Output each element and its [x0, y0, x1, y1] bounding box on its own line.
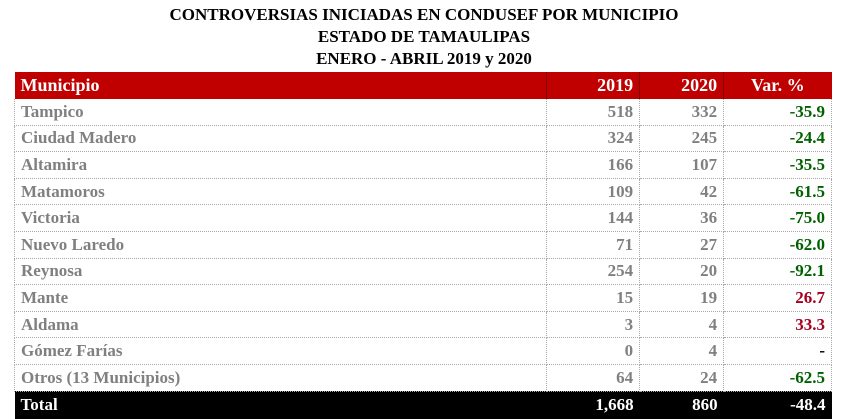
table-row: Otros (13 Municipios) 64 24 -62.5 [13, 364, 832, 392]
table-row: Ciudad Madero 324 245 -24.4 [13, 125, 832, 153]
value-2019-cell: 254 [546, 258, 641, 286]
variation-cell: -62.5 [723, 364, 832, 392]
total-label: Total [14, 391, 547, 419]
table-row: Reynosa 254 20 -92.1 [13, 258, 832, 286]
total-2019: 1,668 [546, 391, 640, 419]
table-row: Altamira 166 107 -35.5 [13, 151, 832, 179]
table-row: Mante 15 19 26.7 [13, 284, 832, 312]
value-2019-cell: 324 [546, 125, 641, 153]
municipio-cell: Victoria [13, 204, 548, 232]
table-row: Gómez Farías 0 4- [13, 337, 832, 365]
variation-cell: -62.0 [723, 231, 832, 259]
value-2020-cell: 4 [639, 337, 725, 365]
header-municipio: Municipio [14, 72, 548, 99]
variation-cell: - [723, 337, 832, 365]
value-2019-cell: 144 [546, 204, 641, 232]
title-line-3: ENERO - ABRIL 2019 y 2020 [316, 49, 532, 68]
title-line-2: ESTADO DE TAMAULIPAS [317, 27, 531, 46]
municipio-cell: Altamira [13, 151, 548, 179]
value-2020-cell: 24 [639, 364, 725, 392]
table-row: Tampico 518 332 -35.9 [13, 99, 832, 126]
value-2019-cell: 3 [546, 311, 641, 339]
municipio-cell: Gómez Farías [13, 337, 548, 365]
municipio-cell: Reynosa [13, 258, 548, 286]
report-title: CONTROVERSIAS INICIADAS EN CONDUSEF POR … [0, 4, 848, 70]
value-2019-cell: 166 [546, 151, 641, 179]
municipio-cell: Otros (13 Municipios) [13, 364, 548, 392]
value-2019-cell: 64 [546, 364, 641, 392]
controversias-table: Municipio 2019 2020 Var. % Tampico 518 332… [13, 72, 832, 419]
value-2020-cell: 4 [639, 311, 725, 339]
value-2019-cell: 518 [546, 99, 641, 126]
value-2020-cell: 19 [639, 284, 725, 312]
total-row: Total 1,668 860 -48.4 [14, 391, 832, 419]
value-2020-cell: 107 [639, 151, 725, 179]
value-2019-cell: 109 [546, 178, 641, 206]
municipio-cell: Aldama [13, 311, 548, 339]
municipio-cell: Tampico [13, 99, 548, 126]
value-2020-cell: 42 [639, 178, 725, 206]
title-line-1: CONTROVERSIAS INICIADAS EN CONDUSEF POR … [169, 5, 679, 24]
total-2020: 860 [639, 391, 724, 419]
variation-cell: 26.7 [723, 284, 832, 312]
table-row: Nuevo Laredo 71 27 -62.0 [13, 231, 832, 259]
header-2019: 2019 [546, 72, 641, 99]
header-2020: 2020 [639, 72, 725, 99]
value-2020-cell: 20 [639, 258, 725, 286]
total-var: -48.4 [723, 391, 832, 419]
value-2020-cell: 27 [639, 231, 725, 259]
table-row: Matamoros 109 42 -61.5 [13, 178, 832, 206]
value-2019-cell: 15 [546, 284, 641, 312]
value-2019-cell: 0 [546, 337, 641, 365]
table-row: Aldama 3 4 33.3 [13, 311, 832, 339]
value-2019-cell: 71 [546, 231, 641, 259]
value-2020-cell: 36 [639, 204, 725, 232]
header-var: Var. % [723, 72, 832, 99]
municipio-cell: Ciudad Madero [13, 125, 548, 153]
value-2020-cell: 332 [639, 99, 725, 126]
variation-cell: -35.5 [723, 151, 832, 179]
variation-cell: -75.0 [723, 204, 832, 232]
municipio-cell: Matamoros [13, 178, 548, 206]
value-2020-cell: 245 [639, 125, 725, 153]
variation-cell: -61.5 [723, 178, 832, 206]
table-row: Victoria 144 36 -75.0 [13, 204, 832, 232]
variation-cell: -35.9 [723, 99, 832, 126]
municipio-cell: Mante [13, 284, 548, 312]
variation-cell: -24.4 [723, 125, 832, 153]
header-row: Municipio 2019 2020 Var. % [14, 72, 832, 99]
variation-cell: -92.1 [723, 258, 832, 286]
municipio-cell: Nuevo Laredo [13, 231, 548, 259]
variation-cell: 33.3 [723, 311, 832, 339]
